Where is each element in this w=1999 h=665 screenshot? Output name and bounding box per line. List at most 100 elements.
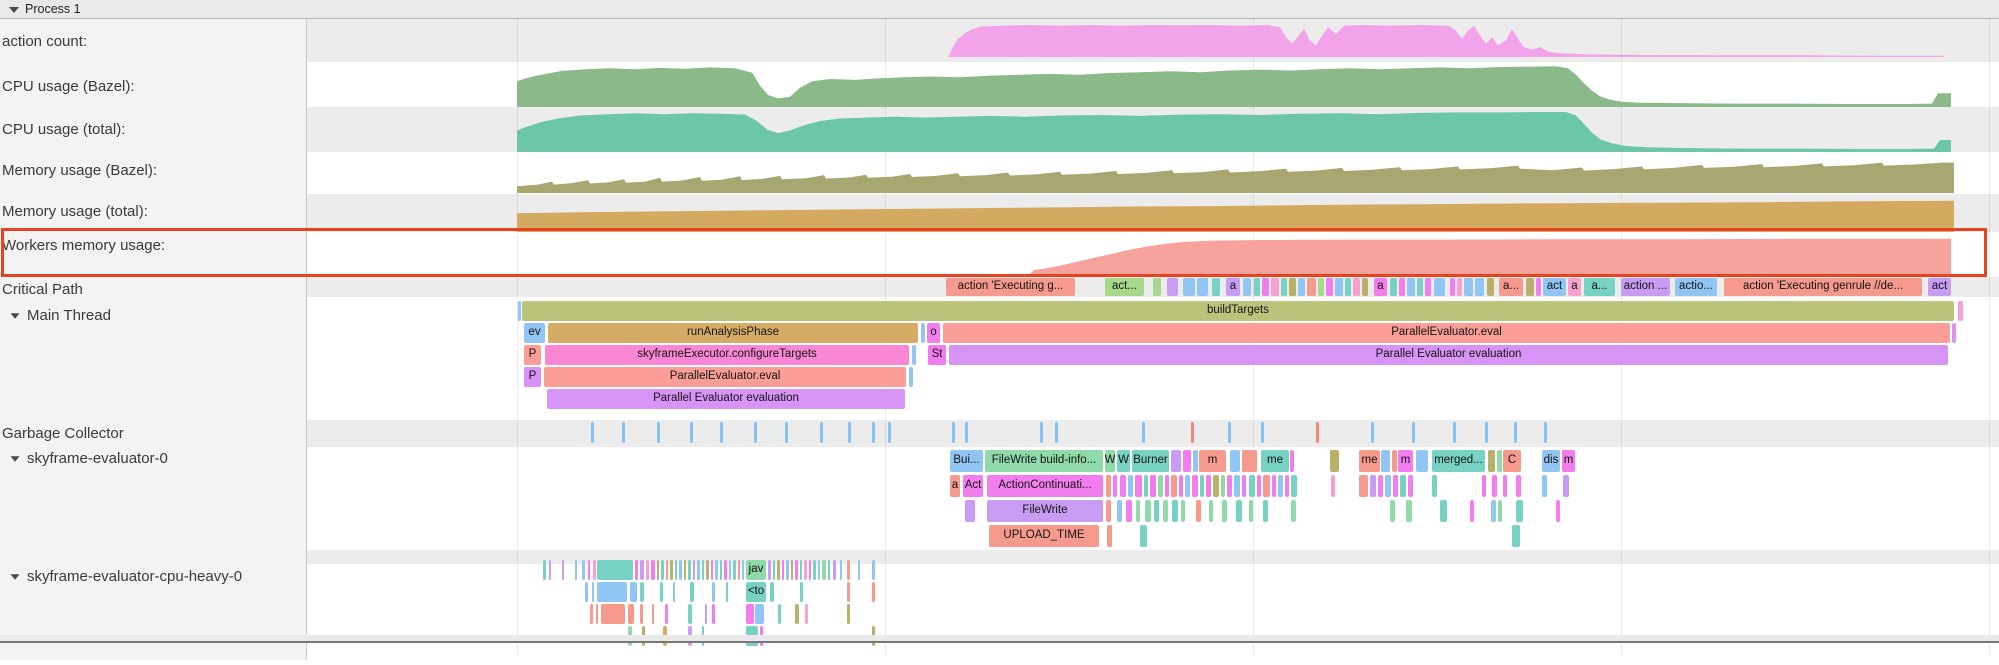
main-thread-span[interactable]: ParallelEvaluator.eval (544, 367, 906, 387)
skyframe-evaluator-0-span[interactable]: W (1105, 450, 1115, 472)
main-thread-span[interactable]: P (524, 367, 541, 387)
gc-tick[interactable] (1261, 422, 1264, 443)
critical-path-span[interactable] (1307, 278, 1316, 296)
skyframe-evaluator-0-span[interactable] (1563, 475, 1569, 497)
skyframe-evaluator-0-span[interactable] (1183, 450, 1191, 472)
skyframe-evaluator-cpu-heavy-0-span[interactable] (684, 560, 686, 580)
critical-path-span[interactable] (1457, 278, 1462, 296)
skyframe-evaluator-0-span[interactable] (1491, 500, 1496, 522)
gc-tick[interactable] (1228, 422, 1231, 443)
skyframe-evaluator-cpu-heavy-0-span[interactable] (847, 604, 850, 624)
skyframe-evaluator-0-span[interactable] (1126, 500, 1132, 522)
critical-path-span[interactable] (1262, 278, 1269, 296)
main-thread-span[interactable]: ev (524, 323, 545, 343)
main-thread-span[interactable]: Parallel Evaluator evaluation (949, 345, 1948, 365)
skyframe-evaluator-0-span[interactable] (1242, 450, 1257, 472)
skyframe-evaluator-cpu-heavy-0-span[interactable] (590, 604, 593, 624)
skyframe-evaluator-0-span[interactable]: Bui... (950, 450, 983, 472)
gc-tick[interactable] (622, 422, 625, 443)
skyframe-evaluator-cpu-heavy-0-span[interactable] (585, 582, 588, 602)
skyframe-evaluator-0-span[interactable] (1330, 450, 1339, 472)
track-row-main-thread[interactable]: Main Thread (2, 307, 111, 324)
critical-path-span[interactable] (1417, 278, 1423, 296)
skyframe-evaluator-cpu-heavy-0-span[interactable] (675, 560, 677, 580)
skyframe-evaluator-cpu-heavy-0-span[interactable] (690, 582, 694, 602)
critical-path-span[interactable] (1353, 278, 1360, 296)
gc-tick[interactable] (1316, 422, 1319, 443)
skyframe-evaluator-0-span[interactable] (1556, 500, 1560, 522)
skyframe-evaluator-cpu-heavy-0-span[interactable] (804, 560, 807, 580)
gc-tick[interactable] (952, 422, 955, 443)
critical-path-span[interactable]: a (1568, 278, 1581, 296)
critical-path-span[interactable] (1197, 278, 1208, 296)
critical-path-span[interactable]: actio... (1675, 278, 1717, 296)
critical-path-span[interactable] (1212, 278, 1220, 296)
skyframe-evaluator-cpu-heavy-0-span[interactable] (593, 560, 596, 580)
skyframe-evaluator-cpu-heavy-0-span[interactable] (809, 560, 811, 580)
skyframe-evaluator-0-span[interactable] (1400, 475, 1406, 497)
skyframe-evaluator-0-span[interactable] (1193, 450, 1198, 472)
skyframe-evaluator-cpu-heavy-0-span[interactable] (705, 604, 707, 624)
critical-path-span[interactable] (1271, 278, 1279, 296)
skyframe-evaluator-cpu-heavy-0-span[interactable] (726, 582, 728, 602)
skyframe-evaluator-0-span[interactable] (1331, 475, 1335, 497)
skyframe-evaluator-0-span[interactable]: ActionContinuati... (987, 475, 1103, 497)
main-thread-span[interactable] (909, 367, 913, 387)
skyframe-evaluator-0-span[interactable] (1171, 475, 1177, 497)
skyframe-evaluator-0-span[interactable] (1113, 475, 1117, 497)
skyframe-evaluator-0-span[interactable] (1230, 450, 1240, 472)
skyframe-evaluator-0-span[interactable] (1140, 525, 1147, 547)
skyframe-evaluator-0-span[interactable] (1263, 475, 1270, 497)
skyframe-evaluator-cpu-heavy-0-span[interactable] (800, 560, 802, 580)
skyframe-evaluator-cpu-heavy-0-span[interactable] (715, 560, 718, 580)
critical-path-span[interactable] (1326, 278, 1333, 296)
skyframe-evaluator-cpu-heavy-0-span[interactable]: jav (746, 560, 766, 580)
critical-path-span[interactable]: a (1374, 278, 1387, 296)
main-thread-span[interactable]: ParallelEvaluator.eval (943, 323, 1950, 343)
skyframe-evaluator-0-span[interactable]: FileWrite build-info... (985, 450, 1103, 472)
skyframe-evaluator-0-span[interactable]: W (1117, 450, 1130, 472)
skyframe-evaluator-0-span[interactable] (1128, 475, 1133, 497)
skyframe-evaluator-0-span[interactable] (1432, 475, 1437, 497)
skyframe-evaluator-0-span[interactable] (1272, 475, 1276, 497)
skyframe-evaluator-cpu-heavy-0-span[interactable] (670, 560, 673, 580)
skyframe-evaluator-cpu-heavy-0-span[interactable] (660, 582, 663, 602)
skyframe-evaluator-0-span[interactable] (1498, 500, 1502, 522)
critical-path-span[interactable]: action 'Executing g... (946, 278, 1075, 296)
skyframe-evaluator-0-span[interactable] (1154, 500, 1159, 522)
skyframe-evaluator-0-span[interactable] (1516, 475, 1521, 497)
critical-path-span[interactable] (1407, 278, 1415, 296)
skyframe-evaluator-cpu-heavy-0-span[interactable] (720, 560, 722, 580)
skyframe-evaluator-0-span[interactable]: dis (1542, 450, 1560, 472)
skyframe-evaluator-cpu-heavy-0-span[interactable]: <to (746, 582, 766, 602)
skyframe-evaluator-cpu-heavy-0-span[interactable] (582, 560, 585, 580)
critical-path-span[interactable]: act... (1105, 278, 1144, 296)
skyframe-evaluator-cpu-heavy-0-span[interactable] (773, 560, 775, 580)
skyframe-evaluator-0-span[interactable] (1497, 450, 1502, 472)
skyframe-evaluator-0-span[interactable] (1106, 500, 1111, 522)
skyframe-evaluator-cpu-heavy-0-span[interactable] (872, 582, 875, 602)
skyframe-evaluator-0-span[interactable]: UPLOAD_TIME (989, 525, 1099, 547)
gc-tick[interactable] (888, 422, 891, 443)
skyframe-evaluator-cpu-heavy-0-span[interactable] (543, 560, 546, 580)
skyframe-evaluator-0-span[interactable]: m (1562, 450, 1575, 472)
skyframe-evaluator-cpu-heavy-0-span[interactable] (666, 560, 668, 580)
skyframe-evaluator-cpu-heavy-0-span[interactable] (706, 560, 709, 580)
skyframe-evaluator-0-span[interactable] (1227, 475, 1232, 497)
skyframe-evaluator-cpu-heavy-0-span[interactable] (575, 560, 577, 580)
skyframe-evaluator-0-span[interactable] (1257, 475, 1261, 497)
skyframe-evaluator-0-span[interactable]: Burner (1132, 450, 1169, 472)
skyframe-evaluator-0-span[interactable]: me (1261, 450, 1289, 472)
skyframe-evaluator-cpu-heavy-0-span[interactable] (768, 560, 771, 580)
skyframe-evaluator-0-span[interactable] (1158, 475, 1163, 497)
gc-tick[interactable] (1371, 422, 1374, 443)
skyframe-evaluator-0-span[interactable] (1512, 525, 1520, 547)
gc-tick[interactable] (657, 422, 660, 443)
timeline-area[interactable]: action 'Executing g... act... a a a... act a a.… (0, 19, 1999, 660)
skyframe-evaluator-cpu-heavy-0-span[interactable] (646, 560, 649, 580)
skyframe-evaluator-0-span[interactable] (1179, 475, 1183, 497)
gc-tick[interactable] (1142, 422, 1145, 443)
skyframe-evaluator-cpu-heavy-0-span[interactable] (697, 560, 700, 580)
skyframe-evaluator-cpu-heavy-0-span[interactable] (786, 560, 789, 580)
skyframe-evaluator-0-span[interactable] (1416, 450, 1428, 472)
